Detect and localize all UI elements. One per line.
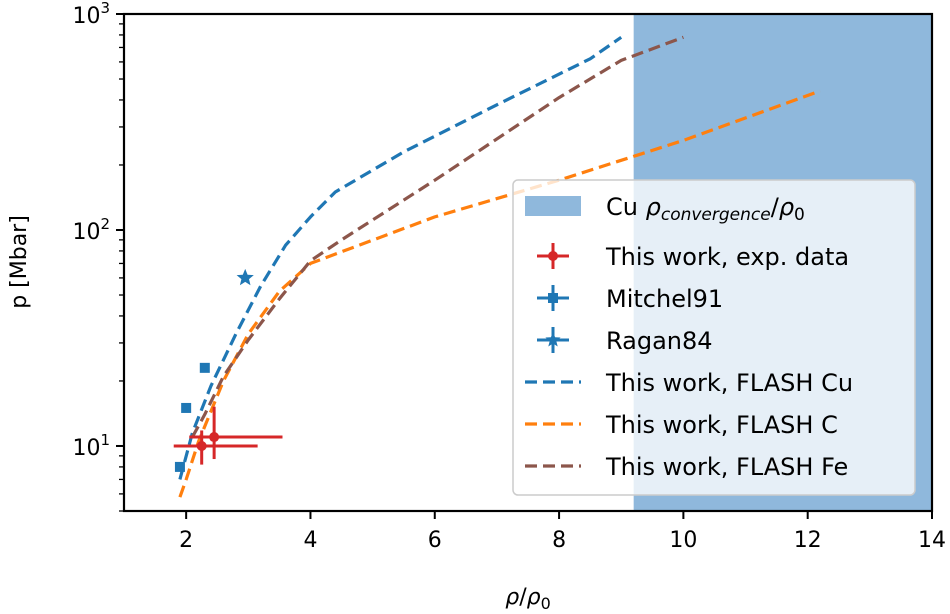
legend-region-swatch [525, 196, 581, 216]
legend-label-3: This work, FLASH Cu [605, 369, 853, 397]
legend-region-rho: ρ [646, 193, 661, 221]
scatter-2-point-0 [236, 268, 254, 286]
legend-region-rho0-sub: 0 [794, 205, 805, 225]
x-tick-label-0: 2 [179, 528, 193, 553]
x-axis-label-slash: / [519, 585, 527, 610]
legend-label-2: Ragan84 [606, 327, 713, 355]
legend-region-sub: convergence [661, 205, 771, 225]
legend-region-slash: / [771, 193, 780, 221]
x-tick-label-4: 10 [669, 528, 697, 553]
x-axis-label-rho: ρ [505, 585, 519, 610]
x-tick-label-5: 12 [794, 528, 822, 553]
legend-entry-5: This work, FLASH Fe [525, 453, 848, 481]
legend-marker-1 [548, 293, 558, 303]
x-tick-label-6: 14 [918, 528, 946, 553]
legend-marker-0 [548, 251, 558, 261]
x-axis-label-rho0: ρ [527, 585, 541, 610]
scatter-0-point-0-marker [196, 440, 207, 451]
series-line-1 [178, 89, 821, 498]
y-axis-label: p [Mbar] [7, 215, 32, 309]
legend-label-5: This work, FLASH Fe [605, 453, 848, 481]
legend-entries: This work, exp. data Mitchel91 Ragan84 This… [525, 243, 853, 481]
x-tick-label-1: 4 [303, 528, 317, 553]
scatter-1-point-0 [174, 461, 185, 472]
legend-label-0: This work, exp. data [605, 243, 849, 271]
scatter-points-layer [173, 268, 283, 472]
legend-entry-2: Ragan84 [537, 327, 713, 355]
legend: Cu ρconvergence/ρ0 This work, exp. dataM… [512, 179, 916, 496]
scatter-0-point-1 [189, 406, 283, 460]
legend-entry-1: Mitchel91 [537, 285, 723, 313]
legend-marker-2 [545, 332, 561, 347]
legend-entry-3: This work, FLASH Cu [525, 369, 853, 397]
x-tick-label-2: 6 [428, 528, 442, 553]
series-line-0 [178, 35, 623, 480]
plot-frame [122, 12, 934, 513]
scatter-0-point-1-marker [209, 432, 220, 443]
legend-region-label: Cu ρconvergence/ρ0 [606, 193, 805, 225]
legend-region-prefix: Cu [606, 193, 646, 221]
legend-entry-4: This work, FLASH C [525, 411, 838, 439]
legend-entry-0: This work, exp. data [537, 243, 849, 271]
x-axis-label-sub: 0 [541, 594, 551, 613]
y-tick-label-1: 102 [72, 215, 110, 245]
scatter-1-point-1 [181, 402, 192, 413]
x-tick-label-3: 8 [552, 528, 566, 553]
legend-label-4: This work, FLASH C [605, 411, 838, 439]
series-lines-layer [178, 35, 821, 498]
scatter-1-point-2 [199, 362, 210, 373]
y-tick-label-2: 103 [72, 0, 110, 29]
axis-ticks-layer: 2 4 6 8 10 12 14 101 102 103 [72, 0, 946, 553]
y-tick-label-0: 101 [72, 431, 110, 461]
x-axis-label: ρ/ρ0 [505, 585, 551, 613]
legend-box [512, 179, 916, 496]
legend-region-rho0: ρ [779, 193, 794, 221]
legend-label-1: Mitchel91 [606, 285, 723, 313]
